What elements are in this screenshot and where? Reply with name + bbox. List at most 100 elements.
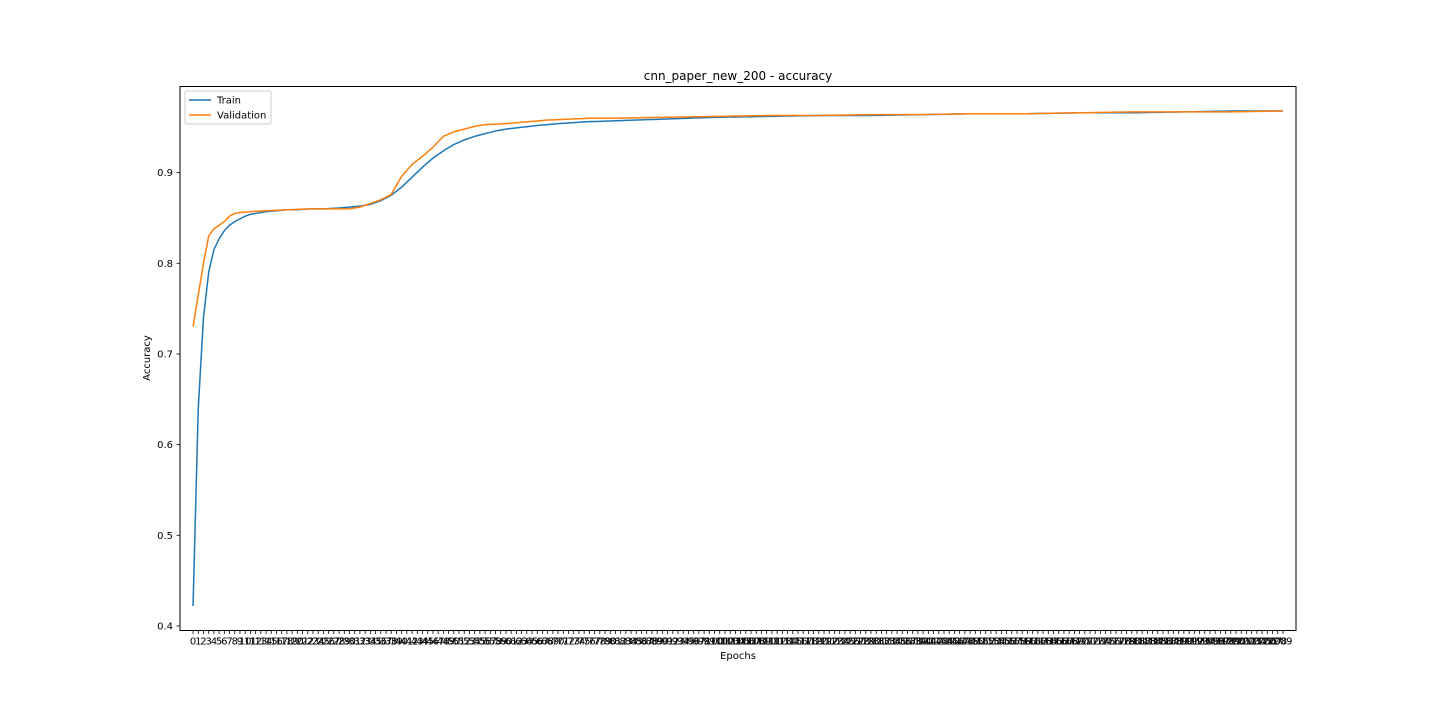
x-tick-label: 141: [919, 637, 938, 648]
x-tick-label: 66: [531, 637, 544, 648]
x-tick-label: 140: [914, 637, 933, 648]
x-tick-label: 161: [1023, 637, 1042, 648]
x-tick-label: 39: [390, 637, 403, 648]
x-tick-label: 142: [924, 637, 943, 648]
x-tick-label: 17: [275, 637, 288, 648]
x-tick-label: 4: [211, 637, 217, 648]
x-tick-label: 152: [976, 637, 995, 648]
x-tick-label: 130: [861, 637, 880, 648]
x-tick-label: 136: [893, 637, 912, 648]
x-tick-label: 15: [265, 637, 278, 648]
series-line-train: [192, 110, 1283, 607]
x-tick-label: 87: [640, 637, 653, 648]
x-tick-label: 168: [1060, 637, 1079, 648]
x-tick-label: 120: [809, 637, 828, 648]
x-tick-label: 105: [731, 637, 750, 648]
x-tick-label: 162: [1028, 637, 1047, 648]
x-tick-label: 129: [856, 637, 875, 648]
x-tick-label: 82: [614, 637, 627, 648]
x-axis: 0123456789101112131415161718192021222324…: [190, 630, 1293, 648]
x-tick-label: 55: [473, 637, 486, 648]
x-tick-label: 181: [1127, 637, 1146, 648]
x-tick-label: 138: [903, 637, 922, 648]
x-tick-label: 194: [1195, 637, 1214, 648]
x-tick-label: 93: [672, 637, 685, 648]
x-tick-label: 28: [333, 637, 346, 648]
x-tick-label: 98: [698, 637, 711, 648]
x-tick-label: 89: [651, 637, 664, 648]
x-tick-label: 30: [343, 637, 356, 648]
x-tick-label: 51: [453, 637, 466, 648]
x-tick-label: 41: [400, 637, 413, 648]
x-tick-label: 7: [226, 637, 232, 648]
x-tick-label: 86: [635, 637, 648, 648]
x-tick-label: 52: [458, 637, 471, 648]
x-tick-label: 24: [312, 637, 325, 648]
x-tick-label: 102: [715, 637, 734, 648]
x-tick-label: 153: [981, 637, 1000, 648]
x-tick-label: 116: [788, 637, 807, 648]
x-tick-label: 64: [520, 637, 533, 648]
legend-label-train: Train: [216, 96, 241, 107]
x-tick-label: 12: [249, 637, 262, 648]
x-tick-label: 180: [1122, 637, 1141, 648]
legend: Train Validation: [184, 90, 272, 125]
x-tick-label: 27: [327, 637, 340, 648]
x-tick-label: 170: [1070, 637, 1089, 648]
x-tick-label: 191: [1180, 637, 1199, 648]
x-tick-label: 112: [768, 637, 787, 648]
x-tick-label: 75: [578, 637, 591, 648]
x-tick-label: 40: [395, 637, 408, 648]
x-tick-label: 127: [846, 637, 865, 648]
y-tick-label: 0.8: [157, 259, 173, 270]
x-tick-label: 38: [385, 637, 398, 648]
x-tick-label: 179: [1117, 637, 1136, 648]
x-tick-label: 203: [1242, 637, 1261, 648]
x-tick-label: 171: [1075, 637, 1094, 648]
x-tick-label: 205: [1253, 637, 1272, 648]
x-tick-label: 71: [557, 637, 570, 648]
x-tick-label: 165: [1044, 637, 1063, 648]
x-tick-label: 47: [432, 637, 445, 648]
x-tick-label: 154: [987, 637, 1006, 648]
x-tick-label: 78: [593, 637, 606, 648]
x-tick-label: 23: [307, 637, 320, 648]
x-tick-label: 5: [216, 637, 222, 648]
x-tick-label: 126: [841, 637, 860, 648]
x-tick-label: 109: [752, 637, 771, 648]
x-tick-label: 113: [773, 637, 792, 648]
x-tick-label: 207: [1263, 637, 1282, 648]
x-tick-label: 135: [888, 637, 907, 648]
x-tick-label: 73: [567, 637, 580, 648]
x-tick-label: 176: [1101, 637, 1120, 648]
x-tick-label: 175: [1096, 637, 1115, 648]
x-tick-label: 45: [421, 637, 434, 648]
x-tick-label: 143: [929, 637, 948, 648]
x-tick-label: 192: [1185, 637, 1204, 648]
x-tick-label: 178: [1112, 637, 1131, 648]
x-tick-label: 3: [205, 637, 211, 648]
x-tick-label: 13: [254, 637, 267, 648]
x-tick-label: 133: [877, 637, 896, 648]
x-tick-label: 156: [997, 637, 1016, 648]
x-tick-label: 14: [260, 637, 273, 648]
x-tick-label: 185: [1148, 637, 1167, 648]
x-tick-label: 94: [677, 637, 690, 648]
x-tick-label: 9: [237, 637, 243, 648]
x-tick-label: 56: [479, 637, 492, 648]
x-tick-label: 29: [338, 637, 351, 648]
x-tick-label: 21: [296, 637, 309, 648]
x-tick-label: 48: [437, 637, 450, 648]
series-line-validation: [192, 110, 1283, 327]
x-tick-label: 163: [1034, 637, 1053, 648]
x-tick-label: 62: [510, 637, 523, 648]
x-tick-label: 137: [898, 637, 917, 648]
x-tick-label: 58: [489, 637, 502, 648]
x-tick-label: 35: [369, 637, 382, 648]
x-tick-label: 164: [1039, 637, 1058, 648]
x-tick-label: 160: [1018, 637, 1037, 648]
x-tick-label: 208: [1268, 637, 1287, 648]
x-tick-label: 131: [867, 637, 886, 648]
x-tick-label: 22: [301, 637, 314, 648]
x-tick-label: 183: [1138, 637, 1157, 648]
